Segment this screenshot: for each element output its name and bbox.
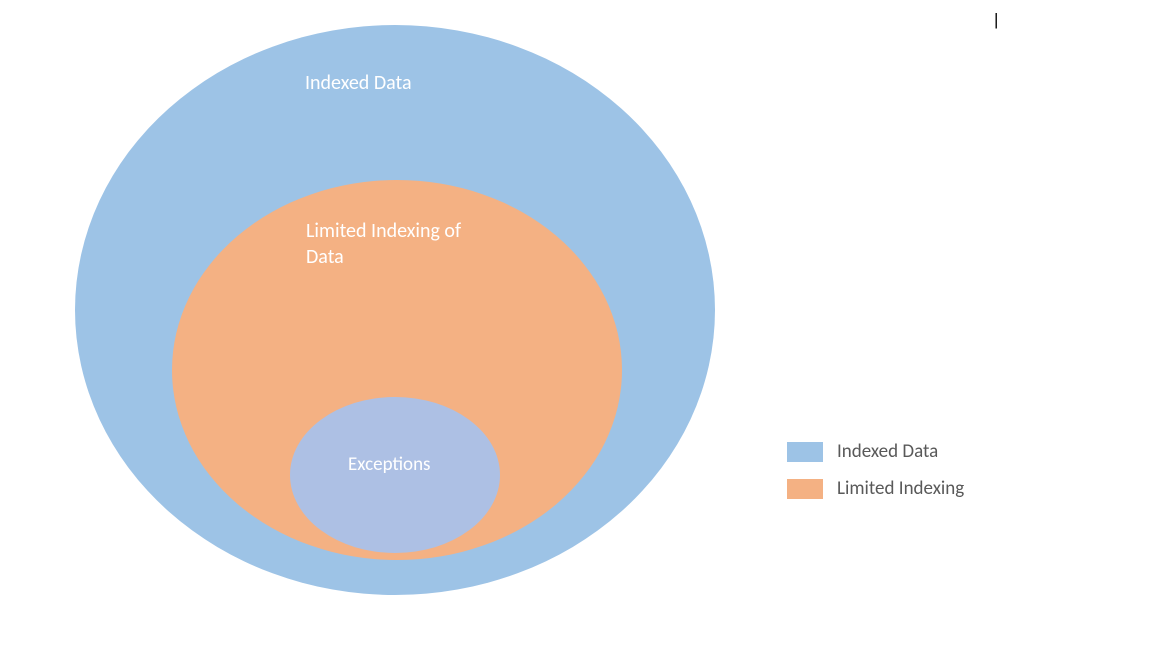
legend-row-0: Indexed Data xyxy=(787,440,964,463)
text-cursor: | xyxy=(994,10,998,30)
legend-label-1: Limited Indexing xyxy=(837,477,964,500)
legend: Indexed Data Limited Indexing xyxy=(787,440,964,500)
legend-swatch-1 xyxy=(787,479,823,499)
label-outer: Indexed Data xyxy=(305,70,412,96)
label-inner: Exceptions xyxy=(348,453,431,478)
legend-label-0: Indexed Data xyxy=(837,440,938,463)
legend-row-1: Limited Indexing xyxy=(787,477,964,500)
label-middle: Limited Indexing of Data xyxy=(306,218,476,270)
legend-swatch-0 xyxy=(787,442,823,462)
